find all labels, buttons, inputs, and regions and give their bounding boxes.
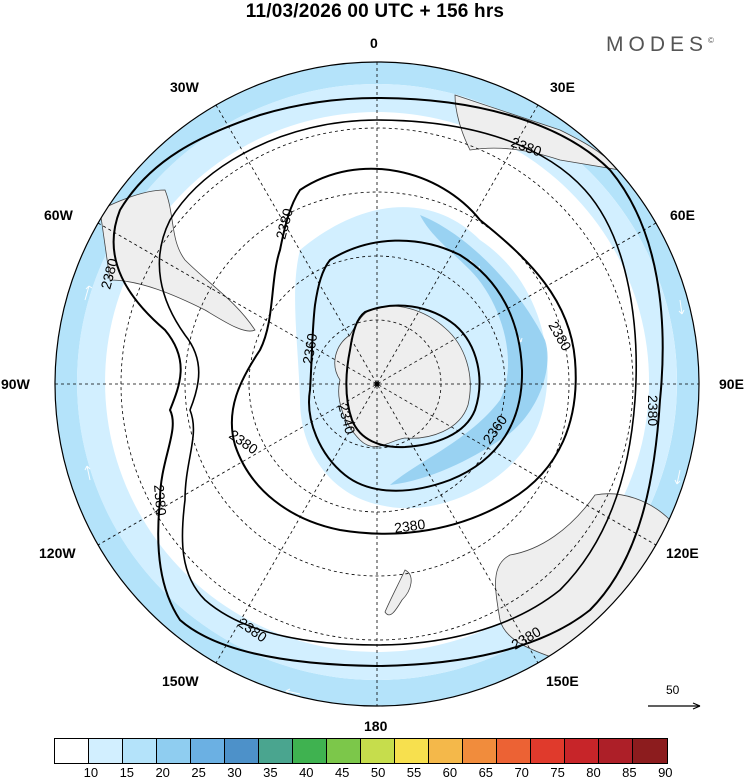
colorbar-swatch (531, 739, 565, 763)
lon-label-30w: 30W (170, 79, 199, 95)
colorbar-tick-label: 80 (586, 765, 601, 780)
lon-label-180: 180 (364, 718, 388, 734)
lon-label-120w: 120W (39, 545, 76, 561)
lon-label-150e: 150E (546, 673, 579, 689)
colorbar-ticks: 10 15 20 25 30 35 40 45 50 55 60 65 70 75 80 85 90 (0, 765, 750, 782)
map-border (54, 61, 700, 707)
contour-outer-2 (158, 119, 637, 646)
colorbar-tick-label: 40 (299, 765, 314, 780)
colorbar-swatch (157, 739, 191, 763)
colorbar-tick-label: 60 (442, 765, 458, 780)
land-africa (454, 94, 622, 171)
lon-label-60w: 60W (44, 207, 73, 223)
land-new-zealand (384, 569, 412, 616)
colorbar-tick-label: 65 (478, 765, 494, 780)
colorbar-swatch (497, 739, 531, 763)
colorbar-tick-label: 50 (370, 765, 386, 780)
lon-label-120e: 120E (666, 545, 699, 561)
contour-label-2380-s: 2380 (393, 516, 426, 536)
contour-label-2380-w: 2380 (97, 256, 121, 290)
wind-jet-core (390, 215, 548, 485)
contour-outer (112, 96, 664, 668)
modes-logo: MODES© (606, 33, 714, 57)
colorbar-swatch (327, 739, 361, 763)
colorbar-swatch (259, 739, 293, 763)
colorbar-tick-label: 55 (406, 765, 422, 780)
land-antarctica (334, 305, 471, 447)
wind-reference-label: 50 (666, 683, 680, 697)
wind-reference-arrow (648, 702, 701, 710)
lon-label-60e: 60E (670, 207, 695, 223)
contour-label-2360-w: 2360 (299, 332, 320, 366)
lon-label-0: 0 (370, 35, 378, 51)
contours (112, 96, 664, 668)
colorbar-swatch (633, 739, 667, 763)
colorbar-tick-label: 45 (334, 765, 350, 780)
colorbar-tick-label: 20 (155, 765, 170, 780)
pole-marker (374, 381, 380, 387)
colorbar-swatch (565, 739, 599, 763)
colorbar-swatch (293, 739, 327, 763)
lon-label-150w: 150W (162, 673, 199, 689)
chart-title: 11/03/2026 00 UTC + 156 hrs (245, 1, 505, 22)
colorbar (54, 738, 668, 764)
graticule (55, 62, 699, 706)
colorbar-swatch (55, 739, 89, 763)
colorbar-tick-label: 10 (83, 765, 99, 780)
contour-label-2380-lower-w: 2380 (151, 484, 170, 517)
colorbar-tick-label: 25 (191, 765, 206, 780)
colorbar-swatch (429, 739, 463, 763)
contour-label-2340: 2340 (335, 402, 359, 436)
brand-mark: © (708, 36, 714, 45)
lon-label-30e: 30E (550, 79, 575, 95)
contour-2360 (308, 239, 524, 492)
colorbar-swatch (395, 739, 429, 763)
colorbar-tick-label: 85 (622, 765, 637, 780)
contour-2380-inner (230, 167, 577, 535)
colorbar-tick-label: 15 (119, 765, 135, 780)
colorbar-swatch (225, 739, 259, 763)
colorbar-tick-label: 70 (514, 765, 529, 780)
colorbar-tick-label: 75 (550, 765, 565, 780)
map-disk (55, 62, 699, 706)
colorbar-swatch (361, 739, 395, 763)
colorbar-tick-label: 30 (227, 765, 242, 780)
lon-label-90e: 90E (719, 376, 744, 392)
colorbar-swatch (599, 739, 633, 763)
contour-label-2380-nw: 2380 (272, 206, 296, 240)
colorbar-swatch (463, 739, 497, 763)
colorbar-swatch (89, 739, 123, 763)
contour-2340 (345, 304, 481, 449)
colorbar-tick-label: 35 (263, 765, 278, 780)
contour-label-2380-far-e: 2380 (645, 395, 661, 426)
colorbar-swatch (191, 739, 225, 763)
colorbar-swatch (123, 739, 157, 763)
lon-label-90w: 90W (1, 376, 30, 392)
brand-name: MODES (606, 33, 709, 56)
colorbar-tick-label: 90 (658, 765, 673, 780)
